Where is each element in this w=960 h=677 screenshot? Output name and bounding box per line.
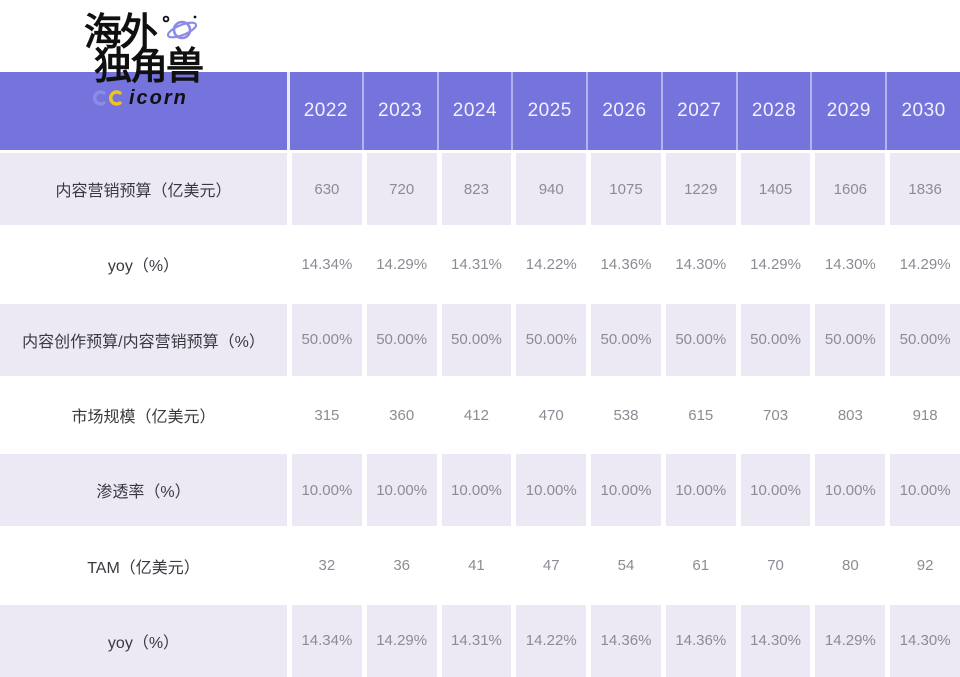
cell-value: 14.34% bbox=[287, 604, 362, 677]
row-label: yoy（%） bbox=[0, 604, 287, 677]
cell-value: 615 bbox=[660, 378, 736, 452]
cell-value: 1229 bbox=[660, 153, 736, 226]
brand-name-line2: 独角兽 bbox=[94, 46, 204, 88]
row-label: 渗透率（%） bbox=[0, 454, 287, 527]
year-header-2024: 2024 bbox=[436, 72, 512, 150]
year-header-2027: 2027 bbox=[660, 72, 736, 150]
year-header-2029: 2029 bbox=[810, 72, 885, 150]
brand-latin-word: icorn bbox=[129, 87, 188, 109]
cell-value: 412 bbox=[436, 378, 512, 452]
cell-value: 14.36% bbox=[586, 228, 661, 301]
year-header-2022: 2022 bbox=[287, 72, 362, 150]
saturn-planet-icon bbox=[162, 15, 198, 40]
year-header-2023: 2023 bbox=[361, 72, 437, 150]
cell-value: 10.00% bbox=[810, 454, 886, 527]
table-row: yoy（%） 14.34% 14.29% 14.31% 14.22% 14.36… bbox=[0, 601, 960, 677]
cell-value: 1836 bbox=[885, 153, 960, 226]
unicorn-cu-mark-icon bbox=[93, 90, 122, 106]
cell-value: 50.00% bbox=[810, 303, 886, 376]
cell-value: 14.22% bbox=[511, 228, 586, 301]
cell-value: 630 bbox=[287, 153, 362, 226]
cell-value: 14.29% bbox=[361, 228, 437, 301]
cell-value: 14.30% bbox=[810, 228, 885, 301]
cell-value: 47 bbox=[511, 529, 586, 602]
cell-value: 14.36% bbox=[586, 604, 661, 677]
cell-value: 10.00% bbox=[885, 454, 960, 527]
cell-value: 10.00% bbox=[436, 454, 512, 527]
cell-value: 14.29% bbox=[361, 604, 437, 677]
cell-value: 803 bbox=[810, 378, 885, 452]
cell-value: 720 bbox=[361, 153, 437, 226]
cell-value: 360 bbox=[361, 378, 437, 452]
cell-value: 1606 bbox=[810, 153, 886, 226]
cell-value: 10.00% bbox=[511, 454, 587, 527]
cell-value: 14.30% bbox=[660, 228, 736, 301]
table-row: 市场规模（亿美元） 315 360 412 470 538 615 703 80… bbox=[0, 375, 960, 452]
year-header-2028: 2028 bbox=[735, 72, 811, 150]
cell-value: 70 bbox=[735, 529, 811, 602]
table-row: yoy（%） 14.34% 14.29% 14.31% 14.22% 14.36… bbox=[0, 225, 960, 301]
cell-value: 14.22% bbox=[511, 604, 587, 677]
cell-value: 10.00% bbox=[586, 454, 661, 527]
cell-value: 14.30% bbox=[885, 604, 960, 677]
cell-value: 315 bbox=[287, 378, 362, 452]
cell-value: 50.00% bbox=[511, 303, 587, 376]
year-header-2026: 2026 bbox=[586, 72, 661, 150]
cell-value: 14.31% bbox=[436, 604, 512, 677]
brand-logo: 海外 独角兽 icorn bbox=[84, 12, 204, 109]
cell-value: 14.29% bbox=[885, 228, 960, 301]
cell-value: 50.00% bbox=[885, 303, 960, 376]
year-header-2025: 2025 bbox=[511, 72, 586, 150]
cell-value: 10.00% bbox=[735, 454, 811, 527]
table-row: 内容创作预算/内容营销预算（%） 50.00% 50.00% 50.00% 50… bbox=[0, 300, 960, 376]
cell-value: 50.00% bbox=[735, 303, 811, 376]
cell-value: 823 bbox=[436, 153, 512, 226]
cell-value: 703 bbox=[735, 378, 811, 452]
cell-value: 32 bbox=[287, 529, 362, 602]
cell-value: 1405 bbox=[735, 153, 811, 226]
cell-value: 14.29% bbox=[735, 228, 811, 301]
cell-value: 50.00% bbox=[586, 303, 661, 376]
cell-value: 1075 bbox=[586, 153, 661, 226]
cell-value: 14.34% bbox=[287, 228, 362, 301]
table-row: 渗透率（%） 10.00% 10.00% 10.00% 10.00% 10.00… bbox=[0, 451, 960, 527]
cell-value: 61 bbox=[660, 529, 736, 602]
table-body: 内容营销预算（亿美元） 630 720 823 940 1075 1229 14… bbox=[0, 150, 960, 677]
row-label: yoy（%） bbox=[107, 258, 180, 276]
cell-value: 918 bbox=[885, 378, 960, 452]
cell-value: 10.00% bbox=[287, 454, 362, 527]
cell-value: 92 bbox=[885, 529, 960, 602]
row-label: 市场规模（亿美元） bbox=[71, 409, 216, 427]
cell-value: 50.00% bbox=[361, 303, 437, 376]
cell-value: 36 bbox=[361, 529, 437, 602]
table-header-row: 2022 2023 2024 2025 2026 2027 2028 2029 … bbox=[0, 72, 960, 150]
cell-value: 14.31% bbox=[436, 228, 512, 301]
table-row: TAM（亿美元） 32 36 41 47 54 61 70 80 92 bbox=[0, 526, 960, 602]
row-label: TAM（亿美元） bbox=[87, 559, 200, 577]
cell-value: 10.00% bbox=[660, 454, 736, 527]
cell-value: 80 bbox=[810, 529, 885, 602]
cell-value: 10.00% bbox=[361, 454, 437, 527]
cell-value: 14.30% bbox=[735, 604, 811, 677]
cell-value: 940 bbox=[511, 153, 587, 226]
table-row: 内容营销预算（亿美元） 630 720 823 940 1075 1229 14… bbox=[0, 150, 960, 226]
cell-value: 14.29% bbox=[810, 604, 886, 677]
year-header-2030: 2030 bbox=[885, 72, 960, 150]
cell-value: 50.00% bbox=[287, 303, 362, 376]
row-label: 内容营销预算（亿美元） bbox=[0, 153, 287, 226]
cell-value: 50.00% bbox=[436, 303, 512, 376]
cell-value: 14.36% bbox=[660, 604, 736, 677]
cell-value: 41 bbox=[436, 529, 512, 602]
cell-value: 50.00% bbox=[660, 303, 736, 376]
brand-name-line1: 海外 bbox=[84, 12, 158, 54]
cell-value: 538 bbox=[586, 378, 661, 452]
cell-value: 54 bbox=[586, 529, 661, 602]
cell-value: 470 bbox=[511, 378, 586, 452]
row-label: 内容创作预算/内容营销预算（%） bbox=[0, 303, 287, 376]
